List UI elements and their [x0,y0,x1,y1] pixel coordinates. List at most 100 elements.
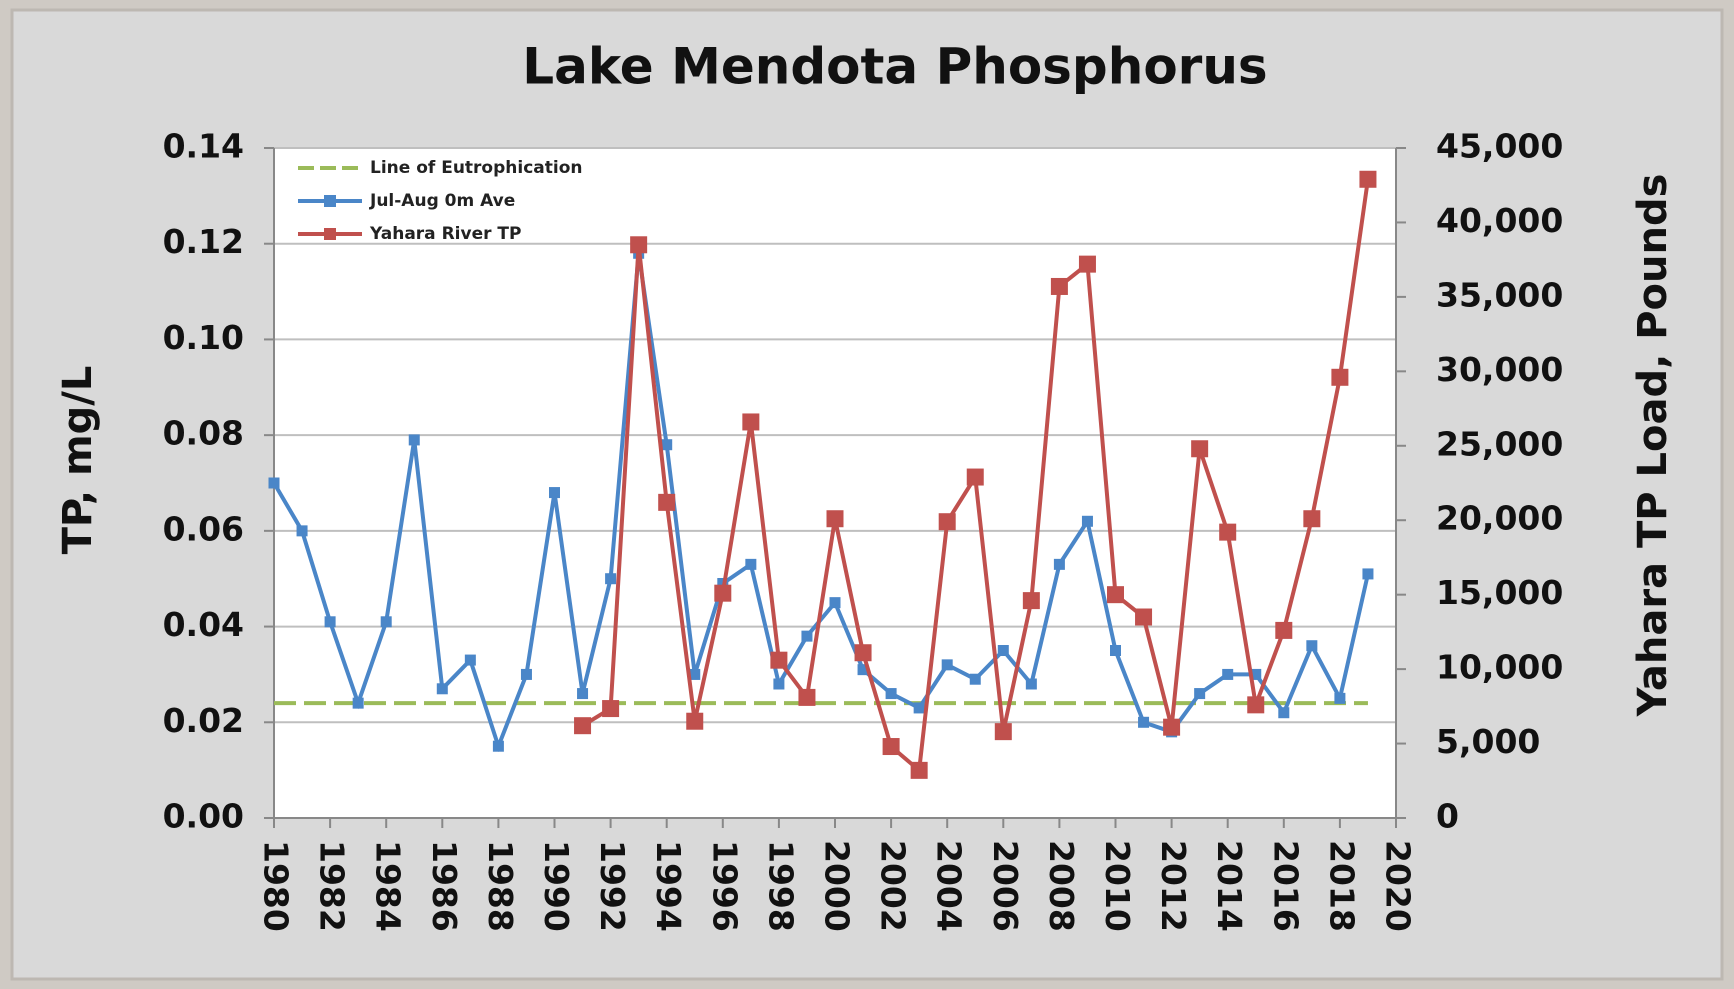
data-point [1078,255,1096,273]
data-point [268,477,280,489]
y2-tick-label: 10,000 [1436,648,1563,687]
y-tick-label: 0.00 [163,797,244,836]
y-axis-title: TP, mg/L [55,366,101,555]
legend-marker [324,228,336,240]
data-point [1359,170,1377,188]
data-point [549,487,560,499]
x-tick-label: 2002 [874,840,913,932]
data-point [1303,510,1321,528]
x-tick-label: 1988 [481,840,520,932]
data-point [605,573,617,585]
y-tick-label: 0.12 [163,222,244,261]
data-point [1334,692,1346,704]
data-point [885,688,897,700]
x-tick-label: 1984 [369,840,408,932]
data-point [966,468,984,486]
chart-title: Lake Mendota Phosphorus [522,38,1267,96]
data-point [352,697,364,709]
data-point [745,558,757,570]
data-point [826,510,844,528]
x-tick-label: 2014 [1210,840,1249,932]
data-point [801,630,813,642]
data-point [910,761,928,779]
y2-tick-label: 25,000 [1436,424,1563,463]
data-point [1050,277,1068,295]
data-point [520,668,532,680]
x-tick-label: 2004 [930,840,969,932]
data-point [436,683,448,695]
y-tick-label: 0.14 [163,127,244,166]
x-tick-label: 1982 [313,840,352,932]
plot-area [274,148,1396,818]
y-tick-label: 0.02 [163,701,244,740]
x-tick-label: 2012 [1154,840,1193,932]
x-tick-label: 1998 [761,840,800,932]
data-point [661,439,673,451]
y-tick-label: 0.06 [163,509,244,548]
data-point [854,644,872,662]
data-point [296,525,308,537]
data-point [1135,608,1153,626]
legend-label: Jul-Aug 0m Ave [369,191,515,211]
data-point [1194,688,1206,700]
data-point [997,645,1009,656]
data-point [1278,707,1290,719]
x-tick-label: 1990 [537,840,576,932]
data-point [602,700,620,718]
legend-label: Yahara River TP [369,224,521,244]
data-point [1331,368,1349,386]
x-tick-label: 2018 [1322,840,1361,932]
y2-tick-label: 30,000 [1436,350,1563,389]
data-point [1138,716,1150,728]
data-point [630,236,648,254]
y2-tick-label: 15,000 [1436,573,1563,612]
data-point [1081,515,1093,527]
x-tick-label: 1996 [705,840,744,932]
data-point [408,434,420,446]
y2-tick-label: 5,000 [1436,722,1540,761]
data-point [1247,696,1265,714]
data-point [1219,523,1237,541]
x-tick-label: 2006 [986,840,1025,932]
data-point [1250,668,1262,680]
x-tick-label: 1980 [257,840,296,932]
data-point [938,513,956,531]
data-point [686,712,704,730]
data-point [689,668,701,680]
data-point [1107,586,1124,604]
y-tick-label: 0.04 [163,605,244,644]
y2-tick-label: 0 [1436,797,1459,836]
data-point [1163,718,1181,736]
data-point [969,673,981,685]
data-point [994,723,1012,741]
data-point [857,664,869,676]
y2-tick-label: 40,000 [1436,201,1563,240]
legend-label: Line of Eutrophication [370,158,583,178]
data-point [324,616,336,628]
y2-axis-title: Yahara TP Load, Pounds [1630,174,1676,718]
data-point [574,717,592,735]
data-point [380,616,392,628]
data-point [1191,440,1209,458]
data-point [773,678,785,690]
data-point [941,659,953,671]
x-tick-label: 2010 [1098,840,1137,932]
data-point [714,584,732,602]
data-point [742,413,760,431]
x-tick-label: 1994 [649,840,688,932]
y-tick-label: 0.10 [163,318,244,357]
data-point [1022,592,1040,610]
x-tick-label: 2008 [1042,840,1081,932]
data-point [464,654,476,666]
data-point [882,738,900,756]
data-point [1110,645,1121,656]
data-point [798,688,816,706]
data-point [1025,678,1037,690]
x-tick-label: 2020 [1379,840,1418,932]
legend-marker [324,195,336,207]
data-point [1275,621,1293,639]
data-point [658,493,676,511]
data-point [829,597,841,609]
